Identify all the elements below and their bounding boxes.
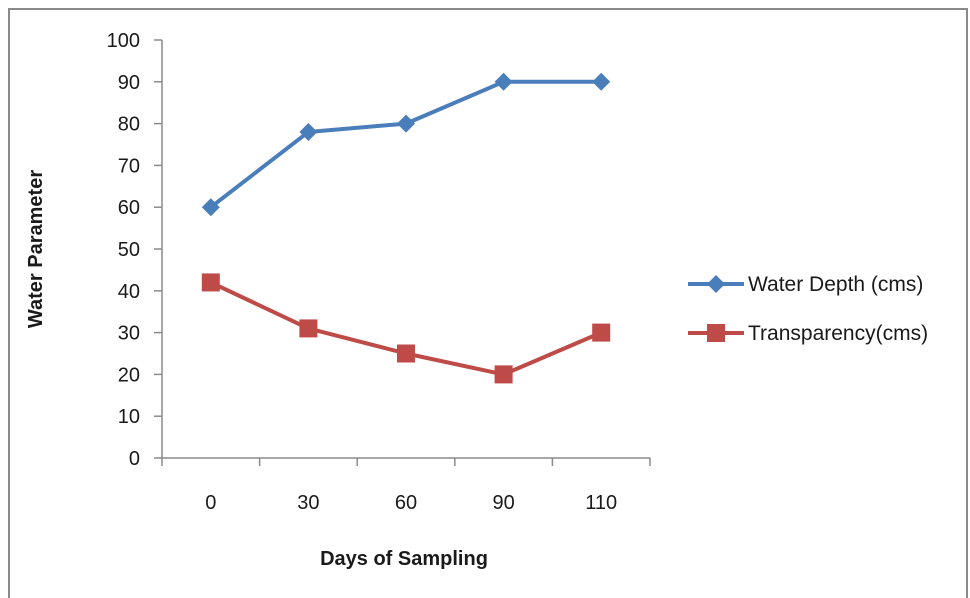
data-point <box>494 72 513 91</box>
legend-label: Transparency(cms) <box>748 322 928 345</box>
x-tick-label: 60 <box>395 492 417 514</box>
data-point <box>201 198 220 217</box>
y-tick-label: 50 <box>118 239 140 261</box>
x-tick-label: 110 <box>585 492 617 514</box>
y-tick-label: 20 <box>118 364 140 386</box>
data-point <box>299 319 318 338</box>
legend-item: Water Depth (cms) <box>688 273 923 296</box>
y-tick-label: 70 <box>118 155 140 177</box>
data-point <box>592 323 611 342</box>
y-tick-label: 60 <box>118 197 140 219</box>
legend-item: Transparency(cms) <box>688 322 928 345</box>
x-tick-label: 0 <box>205 492 216 514</box>
series-transparency <box>201 273 611 384</box>
y-axis-ticks: 0 10 20 30 40 50 60 70 80 90 100 <box>107 30 162 470</box>
y-tick-label: 100 <box>107 30 140 52</box>
y-tick-label: 80 <box>118 114 140 136</box>
y-tick-label: 0 <box>129 448 140 470</box>
data-point <box>299 122 318 141</box>
data-point <box>592 72 611 91</box>
chart-border <box>8 8 968 598</box>
data-point <box>494 365 513 384</box>
x-axis-title: Days of Sampling <box>320 548 488 570</box>
x-tick-label: 90 <box>492 492 514 514</box>
y-tick-label: 10 <box>118 406 140 428</box>
legend-swatch-marker <box>707 275 725 293</box>
data-point <box>397 344 415 363</box>
y-tick-label: 30 <box>118 323 140 345</box>
x-tick-label: 30 <box>297 492 319 514</box>
x-axis-ticks: 0 30 60 90 110 <box>161 458 651 514</box>
legend-label: Water Depth (cms) <box>748 273 923 296</box>
y-axis-title: Water Parameter <box>25 170 47 328</box>
legend-swatch-marker <box>707 324 725 342</box>
data-point <box>397 114 415 133</box>
series-water-depth <box>201 72 611 217</box>
series-layer <box>201 72 611 384</box>
y-tick-label: 90 <box>118 72 140 94</box>
legend: Water Depth (cms) Transparency(cms) <box>688 273 928 345</box>
y-tick-label: 40 <box>118 281 140 303</box>
data-point <box>201 273 220 292</box>
